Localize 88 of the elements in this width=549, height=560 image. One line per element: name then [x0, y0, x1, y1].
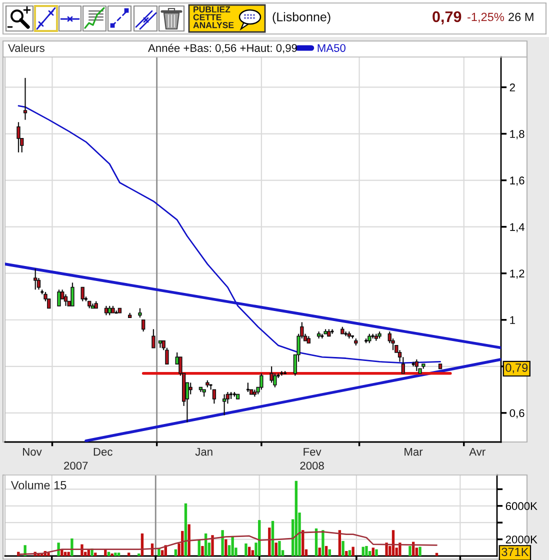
bar: [322, 530, 324, 556]
candlestick: [23, 77, 28, 120]
bar: [362, 546, 364, 556]
candlestick: [222, 394, 226, 416]
y-tick-label: 2000K: [506, 536, 538, 544]
text: Année +Bas: 0,56 +Haut: 0,99: [148, 44, 297, 54]
bar: [110, 553, 114, 556]
bar: [372, 548, 374, 556]
bar: [271, 520, 274, 556]
bar: [201, 546, 204, 556]
bar: [138, 553, 140, 556]
bar: [324, 546, 328, 556]
bar: [244, 543, 248, 556]
bar: [211, 535, 214, 556]
y-tick-label: 1,8: [510, 130, 524, 140]
bar: [278, 540, 281, 556]
y-tick-label: 1: [510, 316, 515, 324]
x2-tick-label: 2008: [300, 462, 324, 470]
bar: [47, 552, 50, 556]
candlestick: [104, 305, 108, 316]
candlestick: [270, 366, 274, 384]
bar: [302, 530, 304, 556]
bar: [158, 548, 160, 556]
candlestick: [57, 289, 61, 306]
x2-tick-label: 2007: [64, 462, 88, 470]
bar: [365, 546, 368, 556]
bar: [188, 524, 190, 556]
bar: [224, 539, 228, 556]
bar: [248, 546, 251, 556]
bar: [117, 552, 120, 556]
x-tick-label: Dec: [94, 448, 112, 456]
bar: [408, 546, 412, 556]
x-tick-label: Mar: [404, 448, 423, 456]
y-tick-label: 2: [510, 84, 515, 92]
bar: [128, 552, 130, 556]
candlestick: [80, 286, 84, 302]
candlestick: [142, 319, 146, 332]
x-tick-label: Nov: [23, 448, 42, 456]
candlestick: [414, 358, 418, 372]
candlestick: [152, 328, 156, 348]
bar: [352, 546, 354, 556]
bar: [221, 530, 224, 556]
bar: [174, 549, 178, 556]
x-tick-label: Jan: [195, 448, 212, 456]
y-tick-label: 6000K: [506, 502, 538, 510]
text: 0,79: [506, 364, 528, 374]
legend-title: Valeurs: [8, 44, 44, 52]
chart-title: (Lisbonne): [272, 12, 330, 24]
bar: [198, 540, 200, 556]
y-tick-label: 0,6: [510, 409, 524, 418]
text: PUBLIEZ CETTE ANALYSE: [193, 6, 234, 28]
bar: [342, 540, 344, 556]
legend-label: MA50: [318, 44, 346, 52]
line-series: [18, 531, 438, 556]
bar: [345, 550, 348, 556]
bar: [385, 542, 388, 556]
bar: [274, 542, 278, 556]
y-tick-label: 1,6: [510, 176, 524, 186]
x-tick-label: Fev: [304, 448, 322, 456]
bar: [294, 480, 298, 556]
bar: [114, 552, 117, 556]
candlestick: [368, 333, 372, 344]
candlestick: [260, 372, 264, 390]
candlestick: [34, 268, 38, 290]
y-tick-label: 1,4: [510, 223, 524, 232]
bar: [258, 520, 261, 556]
bar: [318, 548, 321, 556]
candlestick: [70, 282, 74, 306]
text: -1,25%: [468, 12, 504, 23]
bar: [328, 549, 331, 556]
bar: [375, 549, 378, 556]
y-tick-label: 1,2: [510, 270, 524, 279]
candlestick: [64, 294, 68, 306]
candlestick: [138, 308, 142, 318]
bar: [435, 552, 438, 556]
bar: [70, 538, 74, 556]
x-tick-label: Avr: [469, 448, 486, 456]
text: 26 M: [508, 12, 534, 22]
bar: [184, 503, 188, 556]
chart-title: Volume 15: [10, 480, 66, 490]
text: 0,79: [432, 11, 462, 24]
bar: [94, 552, 97, 556]
bar: [251, 550, 254, 556]
text: 371K: [502, 548, 529, 556]
candlestick: [16, 122, 20, 153]
bar: [418, 546, 422, 556]
bar: [348, 550, 352, 556]
candlestick: [212, 389, 216, 404]
